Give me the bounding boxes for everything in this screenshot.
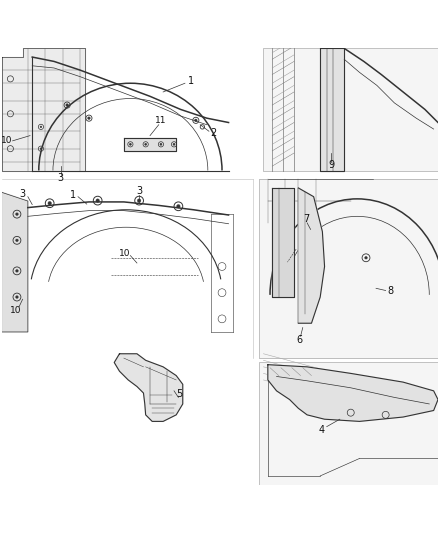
Text: 9: 9 xyxy=(328,160,334,170)
Text: 6: 6 xyxy=(296,335,302,345)
Circle shape xyxy=(130,143,131,145)
Circle shape xyxy=(145,143,147,145)
Polygon shape xyxy=(2,192,28,332)
Text: 3: 3 xyxy=(136,187,142,197)
Text: 5: 5 xyxy=(177,389,183,399)
Text: 2: 2 xyxy=(210,128,216,138)
Circle shape xyxy=(173,143,175,145)
Text: 3: 3 xyxy=(57,173,64,183)
Circle shape xyxy=(16,270,18,272)
Circle shape xyxy=(16,239,18,241)
Circle shape xyxy=(365,256,367,259)
Circle shape xyxy=(40,126,42,128)
Polygon shape xyxy=(2,49,85,171)
Text: 10: 10 xyxy=(11,305,22,314)
Text: 8: 8 xyxy=(388,286,394,296)
Text: 11: 11 xyxy=(155,116,167,125)
Polygon shape xyxy=(268,365,438,422)
Polygon shape xyxy=(298,188,325,323)
Circle shape xyxy=(194,119,197,122)
Circle shape xyxy=(88,117,90,119)
Circle shape xyxy=(177,205,180,208)
Text: 1: 1 xyxy=(70,190,76,200)
Text: 10: 10 xyxy=(120,249,131,258)
Polygon shape xyxy=(124,138,176,151)
Circle shape xyxy=(48,201,51,205)
Circle shape xyxy=(66,104,68,107)
Text: 1: 1 xyxy=(188,76,194,86)
Text: 4: 4 xyxy=(318,425,325,435)
Circle shape xyxy=(138,199,141,203)
Circle shape xyxy=(16,296,18,298)
FancyBboxPatch shape xyxy=(259,362,438,484)
FancyBboxPatch shape xyxy=(259,179,438,358)
Text: 7: 7 xyxy=(303,214,309,224)
Polygon shape xyxy=(320,49,344,171)
Circle shape xyxy=(96,199,99,203)
Polygon shape xyxy=(114,354,183,422)
Text: 3: 3 xyxy=(20,189,26,199)
Polygon shape xyxy=(272,188,294,297)
Circle shape xyxy=(16,213,18,215)
FancyBboxPatch shape xyxy=(264,49,438,171)
Text: 10: 10 xyxy=(1,136,13,146)
Circle shape xyxy=(40,148,42,150)
Circle shape xyxy=(160,143,162,145)
